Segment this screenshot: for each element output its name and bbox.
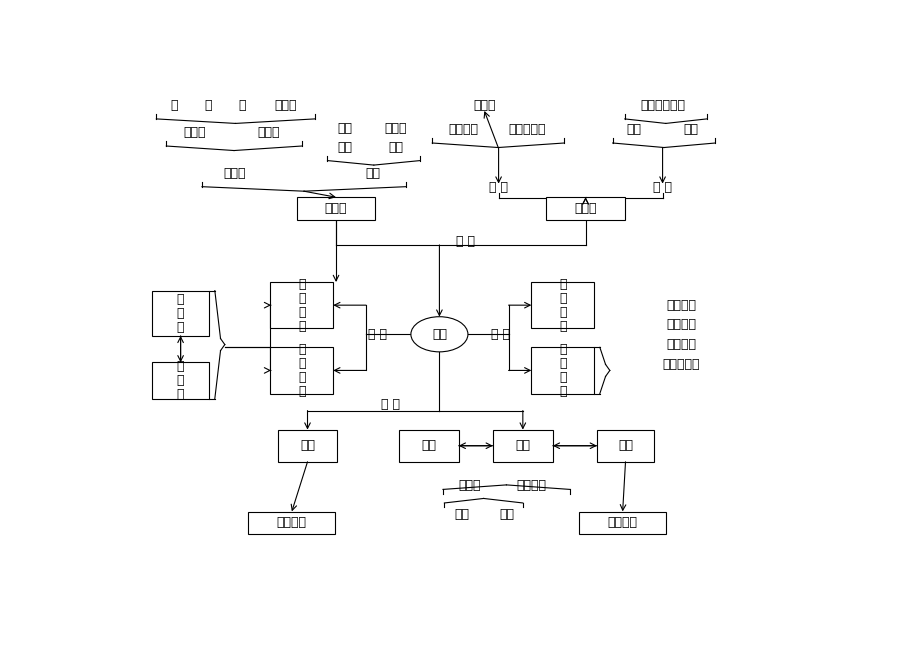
Text: 纯净物: 纯净物 — [324, 202, 346, 215]
Bar — [270, 348, 333, 394]
Text: 单质: 单质 — [336, 141, 352, 154]
Text: 溶质质量分数: 溶质质量分数 — [640, 99, 685, 112]
Text: 质子: 质子 — [453, 507, 469, 520]
Text: 分解反应: 分解反应 — [665, 318, 696, 331]
Bar — [579, 512, 665, 533]
Bar — [546, 197, 624, 220]
Text: 化
学
性
质: 化 学 性 质 — [298, 343, 305, 398]
Bar — [270, 282, 333, 328]
Text: 不饱和溶液: 不饱和溶液 — [508, 123, 545, 136]
Text: 物
理
变
化: 物 理 变 化 — [559, 278, 566, 333]
Text: 分 类: 分 类 — [489, 181, 507, 194]
Bar — [398, 430, 459, 462]
Text: 中子: 中子 — [499, 507, 514, 520]
Text: 化
合
价: 化 合 价 — [176, 360, 184, 401]
Text: 溶解度: 溶解度 — [472, 99, 495, 112]
Text: 离子符号: 离子符号 — [607, 516, 637, 529]
Bar — [493, 430, 552, 462]
Text: 无机物: 无机物 — [184, 126, 206, 139]
Text: 元素符号: 元素符号 — [277, 516, 307, 529]
Text: 原子: 原子 — [515, 439, 529, 452]
Text: 分子: 分子 — [421, 439, 436, 452]
Bar — [152, 363, 209, 398]
Text: 化
学
变
化: 化 学 变 化 — [559, 343, 566, 398]
Text: 溶质: 溶质 — [626, 123, 641, 136]
Text: 复分解反应: 复分解反应 — [662, 358, 699, 371]
Text: 组 成: 组 成 — [380, 398, 399, 411]
Text: 组 成: 组 成 — [652, 181, 672, 194]
Text: 化
学
式: 化 学 式 — [176, 293, 184, 334]
Text: 元素: 元素 — [300, 439, 314, 452]
Bar — [596, 430, 653, 462]
Bar — [278, 430, 337, 462]
Ellipse shape — [411, 317, 468, 352]
Text: 酸: 酸 — [170, 99, 177, 112]
Text: 溶剂: 溶剂 — [683, 123, 698, 136]
Text: 氧化物: 氧化物 — [275, 99, 297, 112]
Text: 性 质: 性 质 — [368, 328, 387, 341]
Text: 有机物: 有机物 — [256, 126, 279, 139]
Text: 盐: 盐 — [238, 99, 245, 112]
Text: 化合反应: 化合反应 — [665, 299, 696, 312]
Bar — [248, 512, 335, 533]
Text: 变 化: 变 化 — [490, 328, 509, 341]
Bar — [531, 282, 594, 328]
Text: 饱和溶液: 饱和溶液 — [448, 123, 478, 136]
Text: 单质: 单质 — [365, 167, 380, 180]
Text: 分 类: 分 类 — [456, 235, 475, 248]
Text: 混合物: 混合物 — [573, 202, 596, 215]
Text: 物
理
性
质: 物 理 性 质 — [298, 278, 305, 333]
Text: 核外电子: 核外电子 — [516, 479, 546, 492]
Bar — [531, 348, 594, 394]
Text: 金属: 金属 — [336, 122, 352, 135]
Bar — [297, 197, 375, 220]
Text: 单质: 单质 — [388, 141, 403, 154]
Text: 非金属: 非金属 — [384, 122, 407, 135]
Bar — [152, 291, 209, 336]
Text: 置换反应: 置换反应 — [665, 338, 696, 351]
Text: 化合物: 化合物 — [223, 167, 245, 180]
Text: 原子核: 原子核 — [459, 479, 481, 492]
Text: 物质: 物质 — [431, 328, 447, 341]
Text: 碱: 碱 — [204, 99, 211, 112]
Text: 离子: 离子 — [618, 439, 632, 452]
